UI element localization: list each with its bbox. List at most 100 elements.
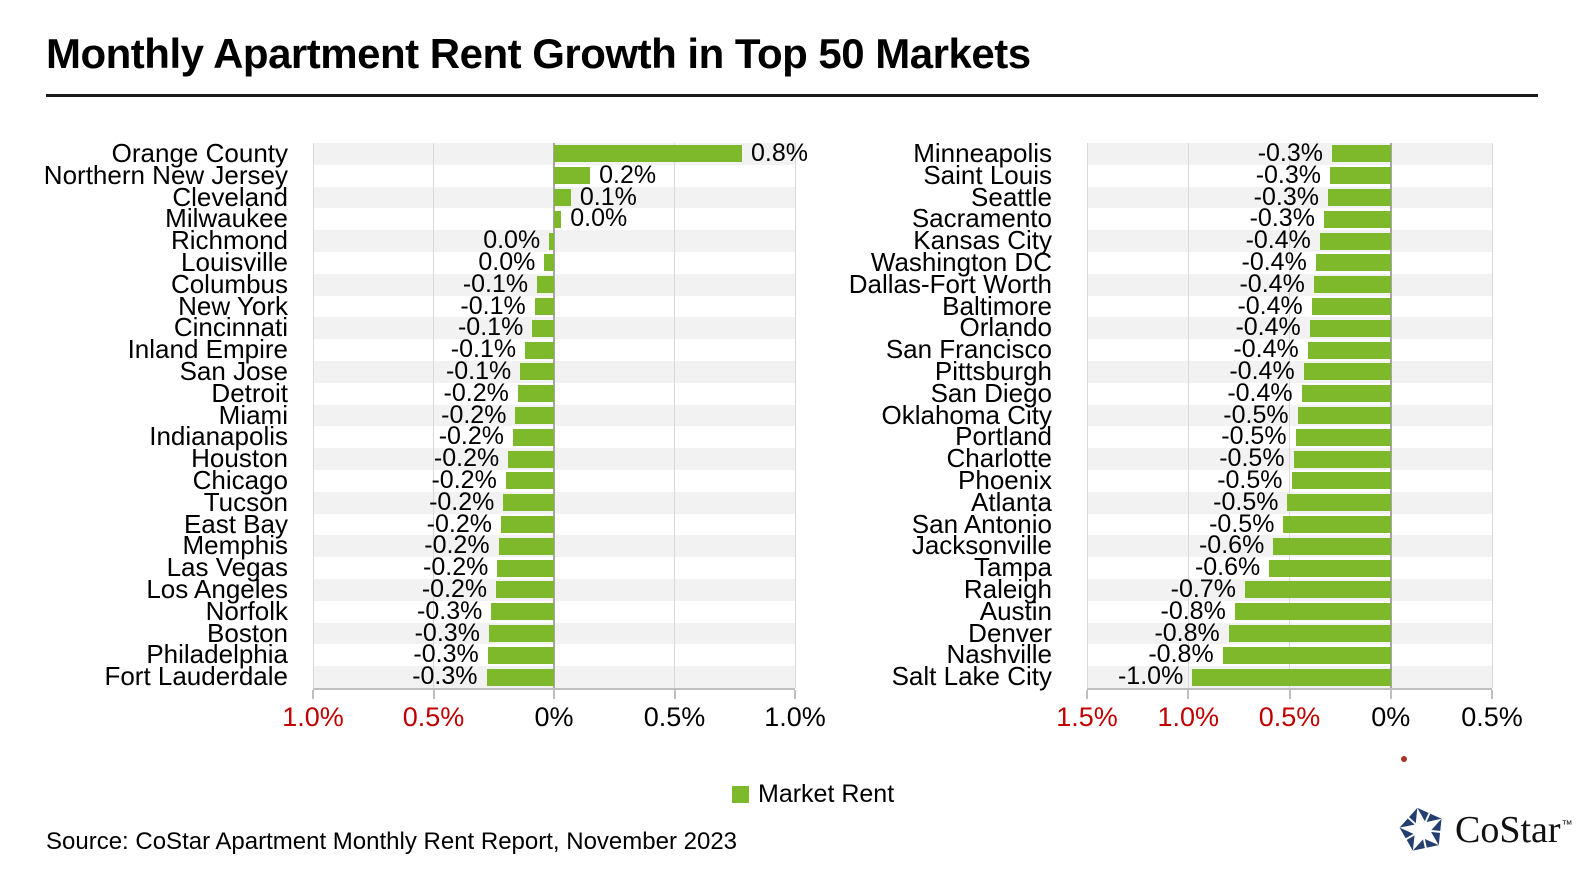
bar-value-label: -0.2% [423, 553, 489, 582]
bar-atlanta [1287, 494, 1391, 512]
bar-kansas-city [1319, 232, 1391, 250]
bar-northern-new-jersey [554, 167, 591, 185]
x-axis-tick-label: 0.5% [402, 702, 465, 732]
bar-value-label: -0.2% [421, 574, 488, 603]
page-title: Monthly Apartment Rent Growth in Top 50 … [46, 30, 1031, 77]
city-label: Richmond [170, 225, 288, 256]
bar-saint-louis [1330, 167, 1391, 185]
bar-value-label: -0.3% [414, 618, 480, 647]
bar-value-label: -0.2% [426, 509, 492, 538]
bar-value-label: -0.5% [1221, 422, 1287, 451]
chart-legend: Market Rent [732, 780, 894, 809]
bar-austin [1234, 603, 1391, 621]
city-label: Chicago [192, 464, 288, 495]
bar-memphis [498, 537, 554, 555]
x-axis-tick-label: 1.0% [282, 702, 344, 732]
bar-value-label: -0.4% [1245, 226, 1311, 255]
x-axis-tick-label: 1.0% [1157, 702, 1220, 732]
x-axis-tick [1491, 690, 1493, 699]
x-axis-tick-label: 0.5% [1258, 702, 1321, 732]
bar-value-label: -0.8% [1148, 640, 1214, 669]
bar-tucson [503, 494, 554, 512]
costar-star-icon [1399, 806, 1446, 854]
gridline [312, 143, 314, 688]
bar-value-label: -0.4% [1229, 356, 1295, 385]
bar-value-label: -0.1% [462, 269, 529, 298]
city-label: Boston [207, 617, 288, 648]
bar-san-antonio [1283, 516, 1391, 533]
x-axis-tick [1086, 690, 1088, 699]
city-label: Phoenix [958, 464, 1052, 495]
bar-portland [1295, 428, 1391, 446]
x-axis-tick-label: 0.5% [1461, 702, 1523, 732]
gridline [674, 143, 675, 688]
bar-value-label: -0.3% [1255, 160, 1321, 189]
bar-value-label: -0.3% [417, 596, 483, 625]
city-label: Inland Empire [127, 334, 288, 365]
x-axis-tick-label: 1.5% [1056, 702, 1118, 732]
bar-value-label: -0.4% [1233, 335, 1299, 364]
city-label: Washington DC [870, 246, 1052, 277]
city-label: Austin [979, 595, 1052, 626]
city-label: Memphis [182, 530, 288, 561]
x-axis-tick [553, 690, 555, 699]
bar-value-label: -0.1% [460, 291, 526, 320]
bar-indianapolis [513, 428, 554, 446]
bar-cleveland [554, 189, 571, 206]
legend-label: Market Rent [758, 780, 895, 808]
city-label: Kansas City [913, 225, 1052, 256]
bar-pittsburgh [1303, 363, 1391, 381]
bar-value-label: 0.0% [570, 204, 628, 233]
bar-norfolk [491, 603, 554, 621]
bar-value-label: -0.8% [1160, 596, 1226, 625]
zero-axis-line [1389, 143, 1392, 688]
city-label: Philadelphia [146, 639, 288, 670]
bar-boston [488, 625, 554, 642]
city-label: Indianapolis [149, 421, 288, 452]
city-label: Baltimore [942, 290, 1052, 321]
bar-value-label: -0.5% [1209, 509, 1275, 538]
x-axis-tick [1389, 690, 1392, 699]
bar-value-label: -0.3% [412, 662, 478, 691]
bar-value-label: -0.2% [438, 422, 505, 451]
bar-san-francisco [1307, 341, 1391, 359]
bar-value-label: -0.4% [1241, 247, 1307, 276]
bar-tampa [1269, 559, 1391, 577]
bar-east-bay [500, 516, 554, 533]
gridline [433, 143, 434, 688]
bar-salt-lake-city [1192, 668, 1391, 686]
gridline [1491, 143, 1493, 688]
bar-value-label: -0.6% [1198, 531, 1265, 560]
source-text: Source: CoStar Apartment Monthly Rent Re… [46, 828, 738, 855]
bar-sacramento [1323, 210, 1391, 228]
bar-nashville [1222, 646, 1391, 664]
x-axis-tick [432, 690, 435, 699]
bar-value-label: -0.5% [1213, 487, 1279, 516]
bar-orlando [1309, 319, 1391, 337]
bar-value-label: -0.4% [1235, 313, 1301, 342]
city-label: East Bay [183, 508, 288, 539]
bar-value-label: -0.5% [1223, 400, 1289, 429]
gridline [1086, 143, 1088, 688]
bar-value-label: 0.8% [750, 138, 808, 167]
costar-tm-mark: ™ [1561, 819, 1573, 831]
gridline [794, 143, 796, 688]
x-axis-tick [312, 690, 314, 699]
bar-new-york [534, 298, 554, 315]
bar-oklahoma-city [1297, 407, 1391, 424]
bar-louisville [544, 254, 554, 272]
bar-value-label: -0.2% [431, 465, 497, 494]
x-axis-line [313, 688, 795, 690]
bar-value-label: -0.2% [433, 444, 500, 473]
city-label: Oklahoma City [881, 399, 1053, 430]
bar-value-label: -0.1% [445, 356, 512, 385]
city-label: Pittsburgh [934, 355, 1052, 386]
bar-value-label: 0.1% [579, 182, 637, 211]
bar-fort-lauderdale [486, 668, 554, 686]
stray-dot-artifact [1401, 756, 1407, 762]
city-label: Norfolk [205, 595, 288, 626]
bar-charlotte [1293, 450, 1391, 468]
bar-value-label: 0.0% [483, 226, 541, 255]
costar-logo: CoStar™ [1398, 806, 1573, 854]
city-label: Las Vegas [166, 552, 288, 583]
